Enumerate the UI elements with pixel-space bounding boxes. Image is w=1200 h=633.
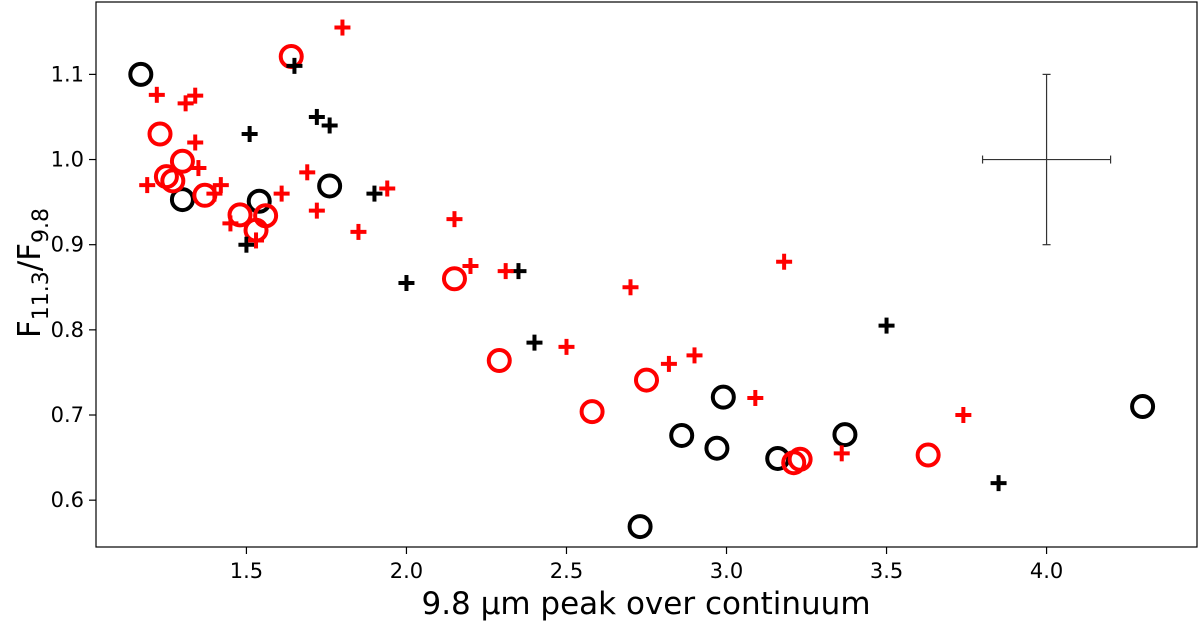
axes: 1.5 2.0 2.5 3.0 3.5 4.0 0.6 0.7 0.8 0.9 1.0 1.1 xyxy=(51,1,1198,583)
plus-marker xyxy=(366,185,383,202)
y-tick-label: 0.7 xyxy=(51,403,84,427)
plus-marker xyxy=(206,185,223,202)
x-tick-label: 3.0 xyxy=(710,559,743,583)
y-tick-label: 1.0 xyxy=(51,148,84,172)
circle-marker xyxy=(915,442,941,468)
plus-series xyxy=(238,57,1007,492)
circle-marker xyxy=(169,187,195,213)
plus-marker xyxy=(990,475,1007,492)
plus-marker xyxy=(212,177,229,194)
y-tick-label: 1.1 xyxy=(51,62,84,86)
circle-marker xyxy=(787,446,813,472)
plus-marker xyxy=(308,202,325,219)
y-axis-title: F11.3/F9.8 xyxy=(12,208,54,338)
y-tick-label: 0.6 xyxy=(51,488,84,512)
plus-marker xyxy=(187,87,204,104)
circle-marker xyxy=(160,168,186,194)
plus-marker xyxy=(833,445,850,462)
plus-marker xyxy=(686,347,703,364)
circle-marker xyxy=(227,202,253,228)
plus-marker xyxy=(398,275,415,292)
plot-area xyxy=(128,19,1156,540)
circle-marker xyxy=(704,435,730,461)
plus-marker xyxy=(286,57,303,74)
x-tick-label: 2.5 xyxy=(550,559,583,583)
plus-marker xyxy=(622,279,639,296)
y-tick-label: 0.8 xyxy=(51,318,84,342)
x-tick-label: 3.5 xyxy=(870,559,903,583)
plus-marker xyxy=(878,317,895,334)
plus-marker xyxy=(446,211,463,228)
y-axis-title-separator: /F xyxy=(12,243,48,271)
plus-marker xyxy=(148,86,165,103)
circle-marker xyxy=(486,348,512,374)
circle-marker xyxy=(832,422,858,448)
plus-marker xyxy=(177,95,194,112)
plus-marker xyxy=(526,334,543,351)
circle-marker xyxy=(1130,393,1156,419)
plus-marker xyxy=(350,223,367,240)
plot-frame xyxy=(95,1,1198,548)
circle-marker xyxy=(253,203,279,229)
plus-marker xyxy=(190,160,207,177)
circle-marker xyxy=(441,266,467,292)
plus-marker xyxy=(241,125,258,142)
circle-marker xyxy=(147,121,173,147)
circle-marker xyxy=(579,399,605,425)
circle-marker xyxy=(246,188,272,214)
plus-marker xyxy=(238,236,255,253)
plus-marker xyxy=(248,232,265,249)
plus-series xyxy=(139,19,972,462)
plus-marker xyxy=(747,389,764,406)
circle-series xyxy=(147,44,941,476)
plus-marker xyxy=(308,108,325,125)
plus-marker xyxy=(497,263,514,280)
plus-marker xyxy=(187,134,204,151)
plus-marker xyxy=(334,19,351,36)
plus-marker xyxy=(222,215,239,232)
circle-marker xyxy=(317,173,343,199)
y-axis-title-denominator-subscript: 9.8 xyxy=(29,208,54,243)
error-bar xyxy=(981,73,1112,246)
x-tick-label: 1.5 xyxy=(230,559,263,583)
plus-marker xyxy=(955,407,972,424)
circle-marker xyxy=(169,148,195,174)
circle-marker xyxy=(128,61,154,87)
y-axis-title-numerator-subscript: 11.3 xyxy=(29,271,54,320)
y-tick-label: 0.9 xyxy=(51,233,84,257)
circle-marker xyxy=(710,384,736,410)
circle-marker xyxy=(634,367,659,393)
plus-marker xyxy=(379,180,396,197)
plus-marker xyxy=(139,177,156,194)
x-axis-title: 9.8 μm peak over continuum xyxy=(421,586,870,622)
circle-marker xyxy=(627,514,653,540)
plus-marker xyxy=(558,338,575,355)
y-axis-title-base: F xyxy=(12,320,48,338)
circle-series xyxy=(128,61,1156,540)
x-tick-label: 4.0 xyxy=(1030,559,1063,583)
plus-marker xyxy=(321,117,338,134)
plus-marker xyxy=(299,164,316,181)
x-tick-label: 2.0 xyxy=(390,559,423,583)
plus-marker xyxy=(660,355,677,372)
plus-marker xyxy=(776,253,793,270)
plus-marker xyxy=(273,185,290,202)
circle-marker xyxy=(278,44,304,69)
plus-marker xyxy=(462,257,479,274)
circle-marker xyxy=(669,422,695,448)
